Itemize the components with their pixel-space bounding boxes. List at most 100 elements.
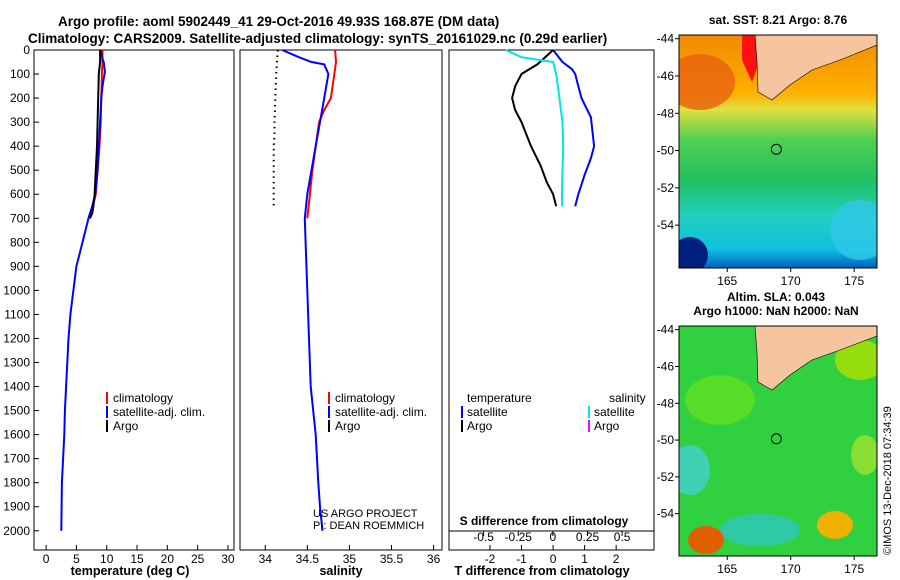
y-tick-label: 900 xyxy=(10,259,30,273)
x-tick-label: 1 xyxy=(581,552,588,566)
y-tick-label: 1200 xyxy=(3,331,30,345)
y-tick-label: 700 xyxy=(10,211,30,225)
sla-lat-ticks: -44 -46 -48 -50 -52 -54 xyxy=(657,323,679,521)
sst-lon-ticks: 165 170 175 xyxy=(717,268,864,288)
lon-tick-label: 170 xyxy=(781,274,801,288)
x-tick-label: 36 xyxy=(427,552,441,566)
s-tick-label: 0.5 xyxy=(614,530,631,544)
difference-ticks: -2 -1 0 1 2 -0.5 -0.25 0 0.25 0.5 xyxy=(473,530,631,566)
sst-map-frame xyxy=(678,34,878,269)
float-location-marker xyxy=(770,433,782,445)
temperature-ticks: 0 5 10 15 20 25 30 xyxy=(43,545,235,566)
x-tick-label: 15 xyxy=(130,552,144,566)
x-tick-label: 10 xyxy=(100,552,114,566)
x-tick-label: 20 xyxy=(161,552,175,566)
y-tick-label: 1900 xyxy=(3,500,30,514)
legend-targo-label: Argo xyxy=(467,419,493,433)
legend-clim-label: climatology xyxy=(335,391,395,405)
lat-tick-label: -44 xyxy=(657,32,675,46)
series-line-argo xyxy=(88,50,102,219)
y-tick-label: 0 xyxy=(23,43,30,57)
lat-tick-label: -44 xyxy=(657,323,675,337)
y-tick-label: 1300 xyxy=(3,356,30,370)
sla-patch-c xyxy=(679,445,710,495)
y-tick-label: 400 xyxy=(10,139,30,153)
temperature-axes-frame xyxy=(33,49,235,551)
imos-credit: ©IMOS 13-Dec-2018 07:34:39 xyxy=(882,406,894,555)
sst-warm-patch xyxy=(679,54,735,110)
series-line-satellite-adj-clim- xyxy=(281,49,330,531)
sst-lat-ticks: -44 -46 -48 -50 -52 -54 xyxy=(657,32,679,232)
x-tick-label: 34 xyxy=(259,552,273,566)
y-tick-label: 600 xyxy=(10,187,30,201)
sst-map-field xyxy=(679,35,877,268)
x-tick-label: -2 xyxy=(485,552,496,566)
lat-tick-label: -50 xyxy=(657,433,675,447)
sla-patch-e xyxy=(817,511,853,539)
temperature-diff-label: T difference from climatology xyxy=(454,564,629,578)
lon-tick-label: 165 xyxy=(717,562,737,576)
lat-tick-label: -52 xyxy=(657,181,675,195)
x-tick-label: 5 xyxy=(73,552,80,566)
y-tick-label: 500 xyxy=(10,163,30,177)
temperature-xlabel: temperature (deg C) xyxy=(71,564,190,578)
temperature-legend: climatology satellite-adj. clim. Argo xyxy=(106,391,205,433)
lon-tick-label: 165 xyxy=(717,274,737,288)
title-line-1: Argo profile: aoml 5902449_41 29-Oct-201… xyxy=(58,14,499,29)
lat-tick-label: -54 xyxy=(657,218,675,232)
x-tick-label: 2 xyxy=(613,552,620,566)
series-line-argo xyxy=(272,49,279,207)
x-tick-label: 34.5 xyxy=(296,552,320,566)
sla-map-title-1: Altim. SLA: 0.043 xyxy=(727,290,825,304)
title-line-2: Climatology: CARS2009. Satellite-adjuste… xyxy=(28,31,607,46)
legend-temperature-title: temperature xyxy=(467,391,532,405)
legend-sat-label: satellite-adj. clim. xyxy=(113,405,205,419)
legend-salinity-title: salinity xyxy=(609,391,646,405)
project-annotation: US ARGO PROJECT xyxy=(313,508,418,520)
y-tick-label: 2000 xyxy=(3,524,30,538)
x-tick-label: 30 xyxy=(221,552,235,566)
salinity-legend: climatology satellite-adj. clim. Argo xyxy=(328,391,427,433)
sla-map-frame xyxy=(678,325,878,557)
difference-legend: temperature salinity satellite Argo sate… xyxy=(461,391,646,433)
difference-panel: -2 -1 0 1 2 -0.5 -0.25 0 0.25 0.5 temperature sal… xyxy=(448,49,655,578)
y-tick-label: 300 xyxy=(10,115,30,129)
legend-ssat-label: satellite xyxy=(594,405,635,419)
sla-patch-a xyxy=(685,375,755,425)
sla-patch-d xyxy=(720,514,800,546)
sst-map-title: sat. SST: 8.21 Argo: 8.76 xyxy=(709,13,848,27)
legend-sargo-label: Argo xyxy=(594,419,620,433)
temperature-lines xyxy=(60,49,106,531)
lat-tick-label: -48 xyxy=(657,396,675,410)
depth-ticks: 0 100 200 300 400 500 600 700 800 900 1000 1100 1200… xyxy=(3,43,39,538)
legend-argo-label: Argo xyxy=(335,419,361,433)
land-south-island xyxy=(754,35,877,101)
lat-tick-label: -46 xyxy=(657,359,675,373)
s-tick-label: -0.25 xyxy=(505,530,533,544)
salinity-ticks: 34 34.5 35 35.5 36 xyxy=(259,545,441,566)
s-tick-label: 0.25 xyxy=(576,530,600,544)
sla-patch-b xyxy=(835,340,877,380)
lon-tick-label: 175 xyxy=(844,562,864,576)
sla-map-field xyxy=(679,326,877,556)
legend-tsat-label: satellite xyxy=(467,405,508,419)
lon-tick-label: 170 xyxy=(781,562,801,576)
series-line-temperature-argo xyxy=(511,49,558,207)
series-line-satellite-adj-clim- xyxy=(60,49,106,531)
lat-tick-label: -52 xyxy=(657,470,675,484)
sla-map-panel: Altim. SLA: 0.043 Argo h1000: NaN h2000:… xyxy=(657,290,878,576)
s-tick-label: -0.5 xyxy=(473,530,494,544)
lat-tick-label: -48 xyxy=(657,106,675,120)
pi-annotation: PI: DEAN ROEMMICH xyxy=(313,520,424,532)
y-tick-label: 1000 xyxy=(3,283,30,297)
land-south-island xyxy=(754,326,877,391)
salinity-axes-frame xyxy=(239,49,443,551)
y-tick-label: 1600 xyxy=(3,428,30,442)
sla-lon-ticks: 165 170 175 xyxy=(717,556,864,576)
series-line-temperature-satellite xyxy=(552,49,596,207)
y-tick-label: 1800 xyxy=(3,476,30,490)
difference-lines xyxy=(505,49,596,207)
x-tick-label: 35.5 xyxy=(380,552,404,566)
difference-axes-frame xyxy=(448,49,655,551)
x-tick-label: 35 xyxy=(343,552,357,566)
